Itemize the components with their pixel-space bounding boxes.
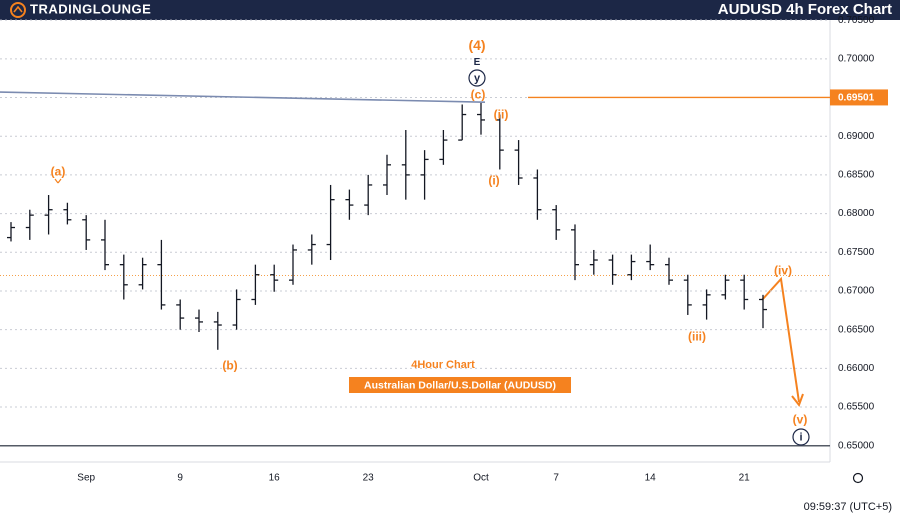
logo: TRADINGLOUNGE — [30, 1, 151, 16]
wave-label: (iv) — [774, 264, 792, 278]
wave-label: (b) — [222, 359, 237, 373]
x-tick-label: Oct — [473, 473, 489, 484]
y-tick-label: 0.70500 — [838, 15, 875, 26]
x-tick-label: Sep — [77, 473, 95, 484]
wave-circle — [792, 428, 810, 446]
wave-label: (v) — [793, 413, 808, 427]
chart-title: AUDUSD 4h Forex Chart — [718, 1, 892, 18]
y-tick-label: 0.67000 — [838, 286, 875, 297]
instrument-box — [349, 377, 571, 393]
projection-arrowhead — [791, 393, 804, 408]
y-tick-label: 0.65500 — [838, 402, 875, 413]
x-tick-label: 21 — [739, 473, 751, 484]
x-tick-label: 23 — [363, 473, 375, 484]
clock: 09:59:37 (UTC+5) — [804, 501, 892, 513]
wave-label: (c) — [471, 88, 486, 102]
wave-label: (i) — [488, 174, 499, 188]
wave-circle — [468, 69, 486, 87]
logo-icon-mark — [13, 5, 23, 13]
price-label-box — [830, 89, 888, 106]
x-tick-label: 14 — [645, 473, 657, 484]
trendline — [0, 91, 486, 103]
header-bar — [0, 0, 900, 20]
wave-label: E — [474, 57, 481, 68]
x-tick-label: 16 — [269, 473, 281, 484]
wave-label: (ii) — [494, 108, 509, 122]
wave-caret — [54, 178, 62, 184]
x-tick-label: 7 — [553, 473, 559, 484]
wave-label: y — [474, 72, 481, 84]
y-tick-label: 0.65000 — [838, 440, 875, 451]
instrument: Australian Dollar/U.S.Dollar (AUDUSD) — [364, 379, 556, 391]
projection-arrow — [761, 276, 800, 403]
y-tick-label: 0.66000 — [838, 363, 875, 374]
settings-icon[interactable] — [852, 472, 864, 484]
logo-icon — [10, 2, 26, 18]
wave-label: (iii) — [688, 330, 706, 344]
y-tick-label: 0.69000 — [838, 131, 875, 142]
y-tick-label: 0.66500 — [838, 324, 875, 335]
y-tick-label: 0.67500 — [838, 247, 875, 258]
y-tick-label: 0.70000 — [838, 53, 875, 64]
x-tick-label: 9 — [177, 473, 183, 484]
wave-label: i — [799, 431, 802, 443]
y-tick-label: 0.68500 — [838, 170, 875, 181]
wave-label: (a) — [51, 165, 66, 179]
subtitle: 4Hour Chart — [411, 359, 475, 371]
y-tick-label: 0.68000 — [838, 208, 875, 219]
price-label: 0.69501 — [838, 93, 875, 104]
wave-label: (4) — [468, 37, 485, 53]
